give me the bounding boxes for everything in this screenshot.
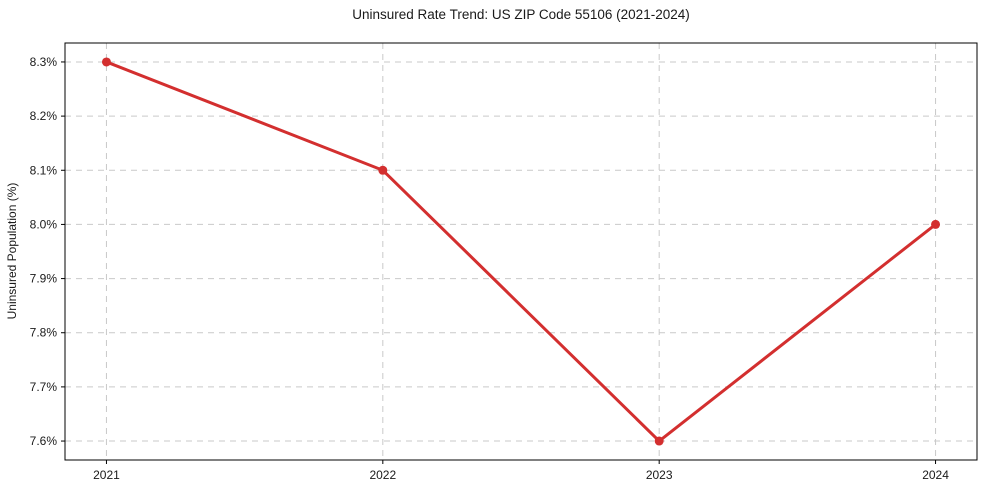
data-point-marker — [101, 57, 111, 67]
x-tick-label: 2023 — [646, 468, 673, 482]
data-point-marker — [378, 165, 388, 175]
data-point-marker — [931, 219, 941, 229]
y-tick-label: 7.7% — [30, 380, 58, 394]
x-tick-label: 2021 — [93, 468, 120, 482]
y-tick-label: 7.6% — [30, 434, 58, 448]
data-point-marker — [654, 436, 664, 446]
y-tick-label: 8.1% — [30, 163, 58, 177]
y-tick-label: 7.8% — [30, 326, 58, 340]
x-tick-label: 2024 — [922, 468, 949, 482]
plot-border — [64, 42, 978, 461]
y-tick-label: 7.9% — [30, 272, 58, 286]
y-tick-label: 8.0% — [30, 217, 58, 231]
x-tick-label: 2022 — [369, 468, 396, 482]
trend-line — [104, 60, 938, 443]
chart-title: Uninsured Rate Trend: US ZIP Code 55106 … — [352, 7, 690, 22]
y-tick-label: 8.3% — [30, 55, 58, 69]
y-tick-label: 8.2% — [30, 109, 58, 123]
